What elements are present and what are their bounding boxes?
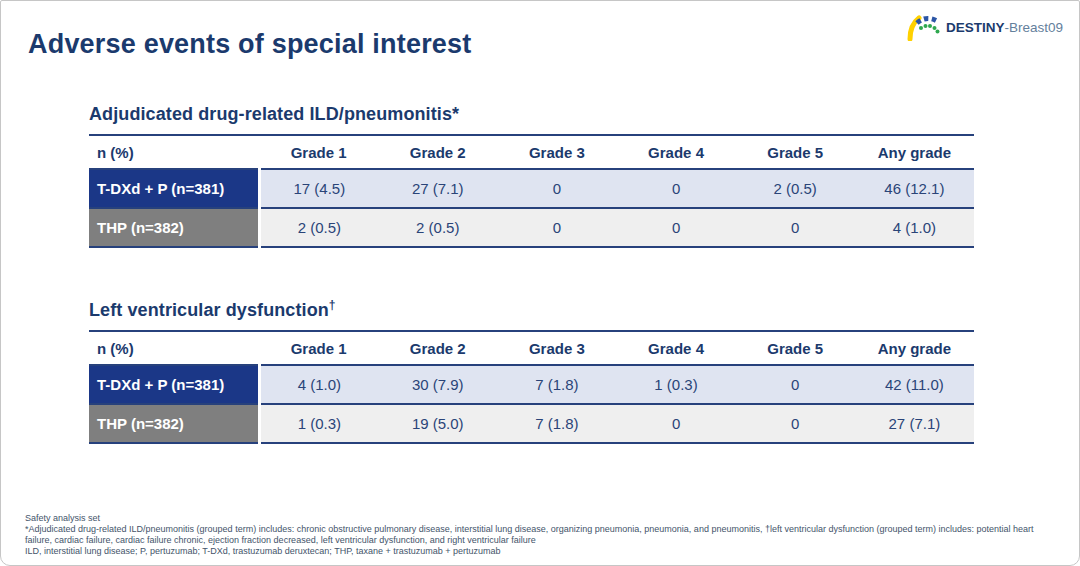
footnote-line: failure, cardiac failure, cardiac failur… (25, 535, 1065, 546)
column-header: Grade 3 (497, 135, 616, 169)
footnote-line: *Adjudicated drug-related ILD/pneumoniti… (25, 524, 1065, 535)
slide: Adverse events of special interest DESTI… (0, 0, 1080, 566)
data-cell: 46 (12.1) (855, 169, 974, 208)
data-cell: 7 (1.8) (497, 365, 616, 404)
data-cell: 27 (7.1) (855, 404, 974, 443)
table-row: THP (n=382)2 (0.5)2 (0.5)0004 (1.0) (89, 208, 974, 247)
row-label-cell: T-DXd + P (n=381) (89, 169, 259, 208)
footnote-line: ILD, interstitial lung disease; P, pertu… (25, 546, 1065, 557)
table-row: T-DXd + P (n=381)4 (1.0)30 (7.9)7 (1.8)1… (89, 365, 974, 404)
n-percent-header: n (%) (89, 135, 259, 169)
data-cell: 4 (1.0) (855, 208, 974, 247)
data-cell: 0 (616, 169, 735, 208)
destiny-breast09-logo: DESTINY-Breast09 (906, 13, 1063, 41)
data-cell: 1 (0.3) (616, 365, 735, 404)
column-header: Grade 5 (736, 135, 855, 169)
row-label-cell: T-DXd + P (n=381) (89, 365, 259, 404)
data-cell: 0 (497, 208, 616, 247)
data-cell: 19 (5.0) (378, 404, 497, 443)
data-cell: 2 (0.5) (736, 169, 855, 208)
column-header: Grade 3 (497, 331, 616, 365)
footnote-line: Safety analysis set (25, 513, 1065, 524)
data-cell: 0 (736, 208, 855, 247)
table-section-1: Adjudicated drug-related ILD/pneumonitis… (89, 104, 974, 248)
page-title: Adverse events of special interest (28, 29, 472, 60)
column-header: Grade 2 (378, 135, 497, 169)
data-cell: 30 (7.9) (378, 365, 497, 404)
data-cell: 0 (736, 365, 855, 404)
table-title: Adjudicated drug-related ILD/pneumonitis… (89, 104, 974, 125)
column-header: Grade 1 (259, 135, 378, 169)
table-section-2: Left ventricular dysfunction†n (%)Grade … (89, 298, 974, 444)
data-cell: 4 (1.0) (259, 365, 378, 404)
data-cell: 2 (0.5) (259, 208, 378, 247)
column-header: Grade 1 (259, 331, 378, 365)
data-cell: 1 (0.3) (259, 404, 378, 443)
footnotes: Safety analysis set*Adjudicated drug-rel… (25, 513, 1065, 557)
column-header: Any grade (855, 135, 974, 169)
destiny-fan-icon (906, 13, 940, 41)
data-cell: 7 (1.8) (497, 404, 616, 443)
row-label-cell: THP (n=382) (89, 208, 259, 247)
column-header: Grade 4 (616, 135, 735, 169)
data-cell: 0 (497, 169, 616, 208)
logo-brand-bold: DESTINY (946, 20, 1005, 35)
column-header: Any grade (855, 331, 974, 365)
data-cell: 2 (0.5) (378, 208, 497, 247)
data-cell: 17 (4.5) (259, 169, 378, 208)
adverse-events-table: n (%)Grade 1Grade 2Grade 3Grade 4Grade 5… (89, 134, 974, 248)
n-percent-header: n (%) (89, 331, 259, 365)
table-row: T-DXd + P (n=381)17 (4.5)27 (7.1)002 (0.… (89, 169, 974, 208)
logo-text: DESTINY-Breast09 (946, 20, 1063, 35)
column-header: Grade 2 (378, 331, 497, 365)
table-title: Left ventricular dysfunction† (89, 298, 974, 321)
column-header: Grade 4 (616, 331, 735, 365)
column-header: Grade 5 (736, 331, 855, 365)
header-row: n (%)Grade 1Grade 2Grade 3Grade 4Grade 5… (89, 331, 974, 365)
table-row: THP (n=382)1 (0.3)19 (5.0)7 (1.8)0027 (7… (89, 404, 974, 443)
data-cell: 0 (616, 404, 735, 443)
table-title-superscript: † (329, 298, 336, 312)
data-cell: 27 (7.1) (378, 169, 497, 208)
data-cell: 0 (616, 208, 735, 247)
adverse-events-table: n (%)Grade 1Grade 2Grade 3Grade 4Grade 5… (89, 330, 974, 444)
row-label-cell: THP (n=382) (89, 404, 259, 443)
logo-brand-rest: -Breast09 (1004, 20, 1063, 35)
header-row: n (%)Grade 1Grade 2Grade 3Grade 4Grade 5… (89, 135, 974, 169)
data-cell: 0 (736, 404, 855, 443)
data-cell: 42 (11.0) (855, 365, 974, 404)
